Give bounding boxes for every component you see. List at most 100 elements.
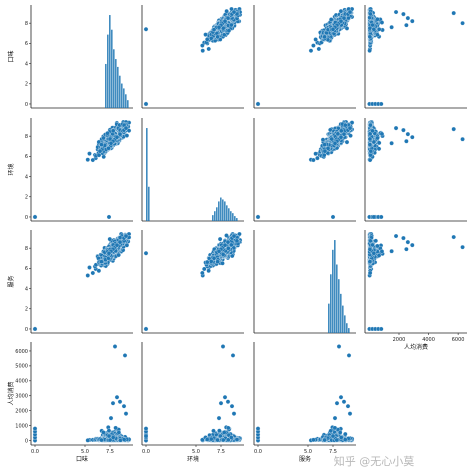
point	[106, 214, 112, 220]
point	[341, 15, 347, 21]
point	[32, 214, 38, 220]
y-tick-label: 6	[25, 154, 28, 160]
y-tick-label: 2	[25, 82, 28, 88]
y-axis-label: 口味	[7, 50, 15, 62]
hist-bar	[123, 88, 125, 108]
cell-环境-vs-服务	[253, 118, 356, 222]
hist-bar	[228, 208, 230, 221]
point	[105, 131, 110, 136]
point	[330, 214, 336, 220]
hist-bar	[230, 211, 232, 221]
point	[321, 152, 327, 158]
point	[96, 152, 102, 158]
hist-bar	[107, 34, 109, 108]
point	[342, 122, 348, 128]
point	[341, 131, 347, 137]
y-tick-label: 4	[25, 61, 28, 67]
point	[226, 28, 232, 34]
point	[200, 48, 205, 53]
cell-口味-vs-环境	[141, 5, 244, 109]
point	[311, 157, 316, 163]
point	[204, 37, 210, 42]
point	[97, 148, 103, 154]
point	[375, 17, 380, 22]
point	[335, 131, 341, 137]
point	[106, 146, 111, 151]
y-axis-label: 环境	[7, 163, 15, 175]
point	[346, 15, 351, 21]
cell-环境-vs-人均消费	[364, 118, 467, 222]
hist-bar	[222, 199, 224, 221]
point	[229, 22, 234, 28]
hist-bar	[218, 201, 220, 221]
point	[101, 135, 106, 141]
point	[124, 133, 130, 138]
point	[110, 128, 116, 134]
point	[367, 15, 372, 20]
point	[320, 137, 326, 142]
hist-bar	[119, 75, 121, 108]
point	[206, 46, 211, 52]
point	[225, 15, 231, 21]
point	[332, 140, 338, 146]
point	[308, 48, 314, 53]
point	[85, 157, 91, 162]
point	[367, 25, 373, 31]
y-tick-label: 6	[25, 41, 28, 47]
point	[216, 24, 222, 30]
point	[347, 9, 353, 15]
y-tick-label: 0	[25, 215, 28, 221]
point	[328, 17, 334, 22]
y-tick-label: 8	[25, 134, 28, 140]
point	[90, 157, 96, 163]
point	[344, 139, 350, 145]
point	[348, 133, 353, 138]
point	[367, 34, 373, 40]
point	[255, 101, 261, 107]
hist-bar	[216, 207, 218, 221]
point	[338, 8, 344, 14]
hist-bar	[105, 63, 107, 108]
point	[143, 26, 149, 32]
point	[221, 32, 227, 38]
point	[200, 43, 205, 48]
point	[87, 151, 92, 156]
point	[316, 46, 322, 52]
point	[322, 142, 327, 147]
point	[379, 101, 384, 107]
point	[117, 131, 123, 137]
point	[99, 142, 104, 147]
point	[215, 34, 220, 40]
point	[322, 148, 328, 154]
y-tick-label: 2	[25, 195, 28, 201]
point	[405, 15, 411, 21]
hist-bar	[232, 213, 234, 221]
hist-bar	[220, 197, 222, 221]
cell-口味-vs-人均消费	[364, 5, 467, 109]
hist-bar	[121, 83, 123, 108]
point	[330, 26, 336, 32]
hist-bar	[212, 215, 214, 221]
hist-bar	[226, 205, 228, 221]
hist-bar	[115, 59, 117, 108]
point	[143, 101, 149, 107]
point	[311, 43, 316, 48]
point	[255, 214, 261, 220]
hist-bar	[125, 94, 127, 108]
point	[367, 48, 372, 53]
cell-口味-vs-服务	[253, 5, 356, 109]
hist-bar	[146, 128, 148, 221]
point	[393, 9, 399, 15]
point	[108, 140, 114, 146]
point	[379, 20, 385, 25]
hist-bar	[109, 15, 111, 109]
y-tick-label: 0	[25, 102, 28, 108]
point	[401, 11, 406, 17]
hist-bar	[236, 218, 238, 221]
hist-bar	[234, 216, 236, 221]
point	[123, 125, 129, 131]
point	[338, 128, 344, 134]
